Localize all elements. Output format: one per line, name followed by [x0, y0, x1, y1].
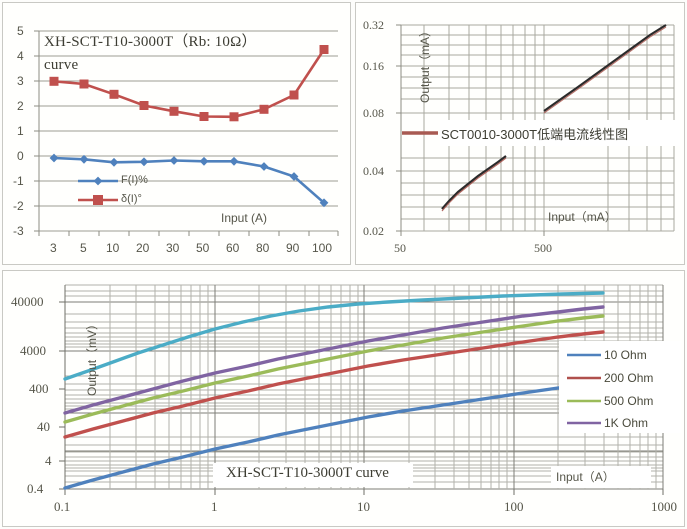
bottom-series-purple [63, 305, 605, 415]
chart-panel-bottom: 40000 4000 400 40 4 0.4 0.1 1 10 100 100… [2, 270, 685, 527]
bt-legend-label-1[interactable]: 200 Ohm [604, 371, 654, 385]
bottom-legend-bg [559, 341, 681, 433]
tl-ytick-0: 5 [17, 24, 24, 38]
bt-ytick-2: 400 [29, 381, 49, 396]
bt-xtick-3: 100 [504, 499, 524, 514]
series-f-line [53, 156, 325, 204]
bt-y-axis-label: Output（mV） [85, 317, 99, 396]
chart-panel-top-right: 0.32 0.16 0.08 0.04 0.02 50 500 Output（m… [355, 2, 685, 265]
tl-xtick-2: 10 [106, 241, 120, 255]
bt-ytick-5: 0.4 [27, 481, 44, 496]
top-left-axis [34, 30, 40, 232]
tr-series-upper [543, 24, 667, 112]
tl-xtick-9: 100 [312, 241, 333, 255]
tl-ytick-2: 3 [17, 74, 24, 88]
tl-chart-title-line2: curve [44, 57, 79, 73]
bt-ytick-1: 4000 [20, 343, 46, 358]
bt-ytick-0: 40000 [11, 294, 44, 309]
bottom-title-bg [213, 463, 413, 487]
bt-legend-label-2[interactable]: 500 Ohm [604, 394, 654, 408]
tl-legend-label-0[interactable]: F(I)% [121, 174, 148, 186]
tr-ytick-0: 0.32 [363, 18, 384, 32]
tl-xtick-4: 30 [166, 241, 180, 255]
tr-y-axis-label: Output（mA） [418, 24, 432, 103]
chart-panel-top-left: 5 4 3 2 1 0 -1 -2 -3 3 5 10 20 30 50 60 … [2, 2, 351, 265]
bt-chart-title: XH-SCT-T10-3000T curve [226, 465, 389, 481]
tl-xtick-3: 20 [136, 241, 150, 255]
bt-legend-label-3[interactable]: 1K Ohm [604, 416, 649, 430]
tr-series-lower [441, 155, 507, 210]
top-left-plot-svg [34, 30, 339, 236]
tl-xtick-8: 90 [286, 241, 300, 255]
tr-xtick-1: 500 [534, 241, 552, 255]
tr-xtick-0: 50 [394, 241, 406, 255]
tl-x-axis-label: Input (A) [221, 211, 268, 225]
tl-ytick-3: 2 [17, 99, 24, 113]
bottom-series-green [63, 314, 605, 424]
bottom-plot-svg [59, 284, 681, 495]
tr-ytick-2: 0.08 [363, 106, 384, 120]
bt-xtick-0: 0.1 [54, 499, 71, 514]
bt-ytick-4: 4 [45, 453, 52, 468]
tl-chart-title-line1: XH-SCT-T10-3000T（Rb: 10Ω） [44, 34, 257, 50]
series-delta-markers [49, 45, 329, 122]
top-left-x-ticks [38, 231, 339, 236]
bottom-series-red [63, 330, 605, 439]
bottom-series-teal [63, 291, 605, 381]
bt-xtick-1: 1 [211, 499, 218, 514]
tl-xtick-7: 80 [256, 241, 270, 255]
tr-ytick-3: 0.04 [363, 164, 384, 178]
bottom-xlabel-bg [551, 466, 651, 488]
bottom-axis [59, 285, 664, 495]
tl-legend-label-1[interactable]: δ(I)° [121, 193, 142, 205]
series-f-markers [49, 153, 329, 208]
bt-legend-label-0[interactable]: 10 Ohm [604, 348, 647, 362]
tl-xtick-6: 60 [226, 241, 240, 255]
bt-xtick-4: 1000 [651, 499, 677, 514]
tr-series-lower-tint [441, 157, 507, 212]
tr-ytick-1: 0.16 [363, 59, 384, 73]
tr-x-axis-label: Input（mA） [548, 210, 617, 224]
tl-ytick-1: 4 [17, 49, 24, 63]
tr-series-upper-tint [543, 26, 667, 114]
tl-xtick-0: 3 [50, 241, 57, 255]
bottom-v-minor-gridlines [109, 285, 657, 489]
tl-xtick-1: 5 [80, 241, 87, 255]
tr-legend-label[interactable]: SCT0010-3000T低端电流线性图 [441, 127, 629, 142]
tl-ytick-5: 0 [17, 149, 24, 163]
bottom-legend-swatches [567, 353, 601, 425]
bt-x-axis-label: Input（A） [556, 470, 615, 484]
tl-ytick-4: 1 [17, 124, 24, 138]
series-delta-line [53, 48, 326, 119]
bt-ytick-3: 40 [37, 419, 50, 434]
top-left-legend-swatches [78, 176, 118, 205]
tl-ytick-8: -3 [13, 224, 24, 238]
bottom-series-blue [63, 381, 605, 490]
top-right-plot-svg [396, 24, 680, 236]
tl-ytick-7: -2 [13, 199, 24, 213]
tr-axis [396, 24, 545, 236]
tl-ytick-6: -1 [13, 174, 24, 188]
tr-ytick-4: 0.02 [363, 224, 384, 238]
tl-xtick-5: 50 [196, 241, 210, 255]
bt-xtick-2: 10 [357, 499, 370, 514]
